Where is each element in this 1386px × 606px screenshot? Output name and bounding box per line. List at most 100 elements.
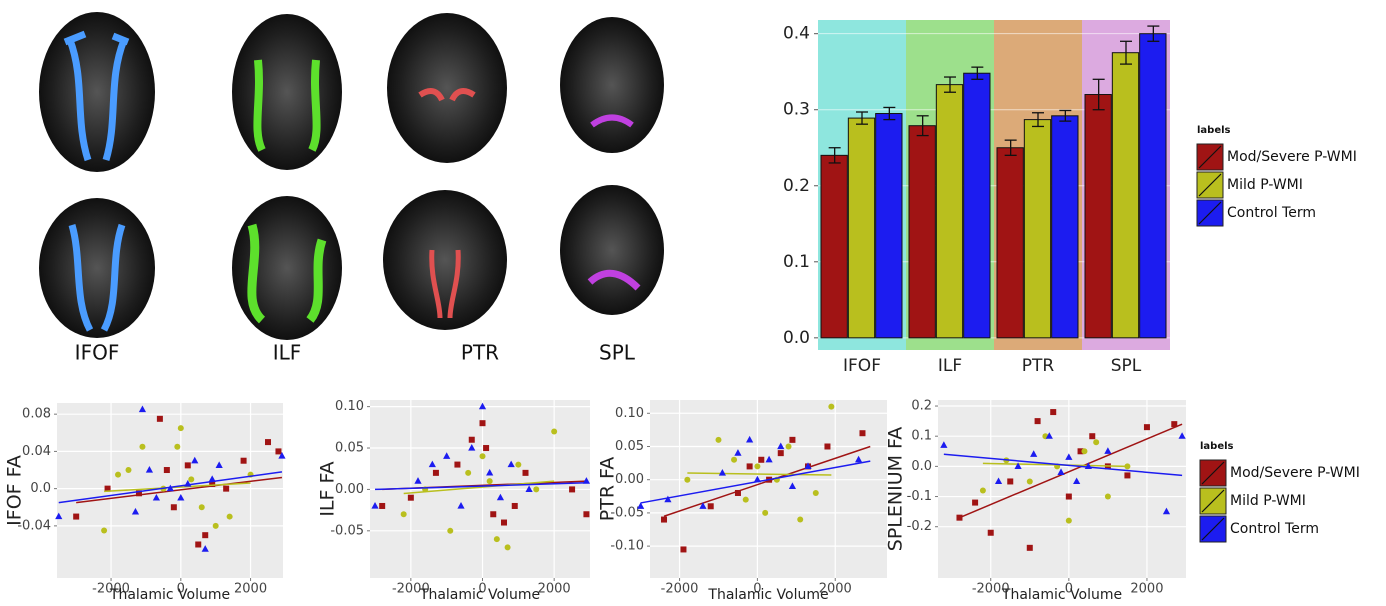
error-bar [1120, 40, 1132, 65]
legend-key-line [1201, 461, 1225, 485]
point [582, 477, 591, 484]
tract [253, 59, 321, 152]
y-tick-label: 0.2 [911, 399, 932, 414]
error-bar [916, 115, 929, 137]
point [789, 436, 796, 443]
bar [996, 147, 1024, 339]
error-bar [883, 106, 896, 121]
bar [1023, 119, 1052, 339]
point [785, 443, 792, 450]
point [664, 495, 672, 503]
point [746, 463, 753, 470]
point [680, 546, 687, 553]
x-tick-label: -2000 [661, 582, 699, 597]
point [1104, 493, 1111, 500]
point [156, 415, 163, 422]
point [1093, 439, 1100, 446]
bar [1111, 52, 1140, 339]
point [515, 461, 522, 468]
point [202, 532, 209, 539]
point [583, 511, 590, 518]
point [278, 452, 286, 459]
point [486, 468, 494, 476]
bar [1051, 115, 1079, 339]
point [432, 469, 439, 476]
point [522, 469, 529, 476]
x-tick-label: -2000 [972, 582, 1010, 597]
point [504, 544, 511, 551]
point [762, 509, 769, 516]
brain-label: PTR [461, 341, 499, 365]
legend-key-line [1201, 517, 1225, 541]
point [859, 430, 866, 437]
point [135, 490, 142, 497]
point [765, 455, 773, 463]
error-bar [1092, 78, 1105, 111]
legend-key-line [1201, 489, 1225, 513]
point [454, 461, 461, 468]
point [1162, 507, 1171, 515]
fit-line [403, 480, 555, 495]
y-tick-label: 0.04 [22, 444, 51, 459]
point [1124, 472, 1131, 479]
y-tick-label: 0.1 [783, 252, 810, 272]
point [177, 425, 184, 432]
x-tick-label: -2000 [392, 582, 430, 597]
brain-slice [387, 13, 507, 163]
point [174, 443, 181, 450]
point [371, 501, 379, 509]
y-tick-label: -0.04 [17, 518, 51, 533]
legend-label: Mild P-WMI [1230, 493, 1306, 509]
error-bar [1004, 139, 1017, 156]
brain-slice [560, 17, 664, 153]
tract [247, 223, 327, 324]
bar [963, 72, 991, 339]
bar [935, 84, 964, 339]
y-tick-label: 0.0 [783, 328, 810, 348]
legend-label: Mod/Severe P-WMI [1227, 149, 1357, 165]
y-tick-label: 0.00 [615, 472, 644, 487]
point [479, 420, 486, 427]
point [493, 536, 500, 543]
y-tick-label: -0.2 [907, 519, 932, 534]
point [507, 460, 515, 468]
point [101, 527, 108, 534]
fit-line [663, 445, 871, 517]
error-bar [944, 76, 956, 93]
fit-line [374, 482, 587, 491]
point [131, 507, 140, 515]
point [240, 457, 247, 464]
legend-label: Mod/Severe P-WMI [1230, 465, 1360, 481]
x-tick-label: SPL [1111, 356, 1142, 376]
legend-title: labels [1200, 441, 1234, 452]
bar [875, 113, 903, 339]
point [212, 522, 219, 529]
point [468, 436, 475, 443]
fit-line [640, 460, 871, 504]
point [457, 501, 465, 509]
point [201, 545, 209, 552]
point [1178, 432, 1186, 439]
point [188, 476, 195, 483]
point [754, 463, 761, 470]
point [486, 478, 493, 485]
x-tick-label: 2000 [538, 582, 571, 597]
brain-slice [39, 12, 155, 172]
point [1089, 433, 1096, 440]
point [734, 489, 741, 496]
point [465, 469, 472, 476]
point [152, 493, 160, 501]
point [226, 513, 233, 520]
point [215, 461, 223, 468]
point [788, 482, 797, 489]
y-axis-label: PTR FA [597, 457, 619, 522]
point [265, 439, 272, 446]
legend-label: Mild P-WMI [1227, 177, 1303, 193]
y-tick-label: -0.05 [610, 505, 644, 520]
error-bar [828, 147, 841, 164]
y-tick-label: 0.3 [783, 100, 810, 120]
tract [429, 249, 461, 319]
y-tick-label: 0.2 [783, 176, 810, 196]
x-axis-label: Thalamic Volume [1001, 587, 1122, 602]
